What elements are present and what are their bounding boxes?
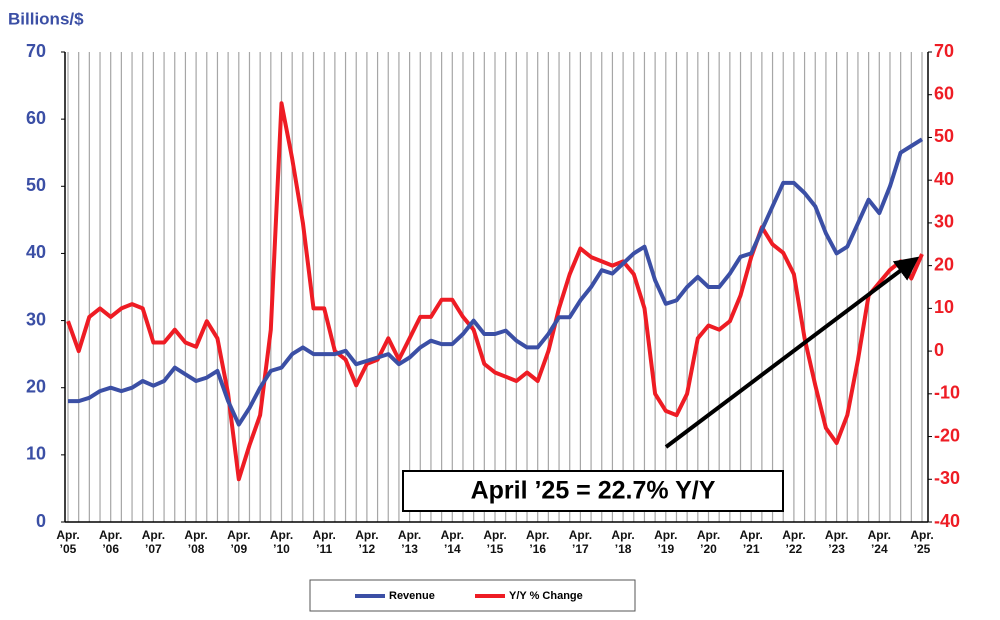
y2-tick-label: 30: [934, 212, 954, 232]
y-tick-label: 60: [26, 108, 46, 128]
y2-tick-label: -30: [934, 468, 960, 488]
x-tick-label: Apr. ’19: [654, 528, 678, 556]
x-tick-label: Apr. ’25: [910, 528, 934, 556]
x-tick-label: Apr. ’23: [824, 528, 849, 556]
x-tick-label: Apr. ’18: [611, 528, 635, 556]
x-tick-label: Apr. ’11: [312, 528, 336, 556]
y2-tick-label: 40: [934, 169, 954, 189]
y2-tick-label: -40: [934, 511, 960, 531]
x-tick-label: Apr. ’16: [526, 528, 550, 556]
y-tick-label: 30: [26, 309, 46, 329]
x-tick-label: Apr. ’08: [184, 528, 208, 556]
y-tick-label: 40: [26, 242, 46, 262]
y-tick-label: 70: [26, 41, 46, 61]
x-tick-label: Apr. ’05: [56, 528, 80, 556]
x-tick-label: Apr. ’24: [867, 528, 891, 556]
y-tick-label: 0: [36, 511, 46, 531]
y2-tick-label: -10: [934, 383, 960, 403]
y2-tick-label: 70: [934, 41, 954, 61]
y2-tick-label: 10: [934, 297, 954, 317]
x-tick-label: Apr. ’06: [99, 528, 123, 556]
trend-arrow: [664, 256, 920, 449]
x-tick-label: Apr. ’17: [568, 528, 593, 556]
legend-label: Y/Y % Change: [509, 590, 583, 602]
y2-tick-label: 20: [934, 254, 954, 274]
legend-label: Revenue: [389, 590, 435, 602]
y-tick-label: 50: [26, 175, 46, 195]
x-tick-label: Apr. ’15: [483, 528, 507, 556]
y-axis-label: Billions/$: [8, 9, 84, 28]
x-tick-label: Apr. ’10: [269, 528, 294, 556]
x-tick-label: Apr. ’22: [782, 528, 806, 556]
x-tick-label: Apr. ’20: [696, 528, 721, 556]
y2-tick-label: 0: [934, 340, 944, 360]
annotation-box: [402, 470, 784, 512]
annotation: April ’25 = 22.7% Y/Y: [471, 477, 716, 505]
y2-tick-label: 50: [934, 126, 954, 146]
x-tick-label: Apr. ’14: [440, 528, 464, 556]
y-tick-label: 20: [26, 376, 46, 396]
x-tick-label: Apr. ’13: [397, 528, 422, 556]
y2-tick-label: 60: [934, 83, 954, 103]
x-tick-label: Apr. ’12: [355, 528, 379, 556]
y2-tick-label: -20: [934, 425, 960, 445]
line-series: [66, 101, 924, 482]
line-series: [68, 137, 924, 427]
x-tick-label: Apr. ’07: [141, 528, 166, 556]
x-tick-label: Apr. ’09: [227, 528, 251, 556]
y-tick-label: 10: [26, 444, 46, 464]
x-tick-label: Apr. ’21: [739, 528, 763, 556]
